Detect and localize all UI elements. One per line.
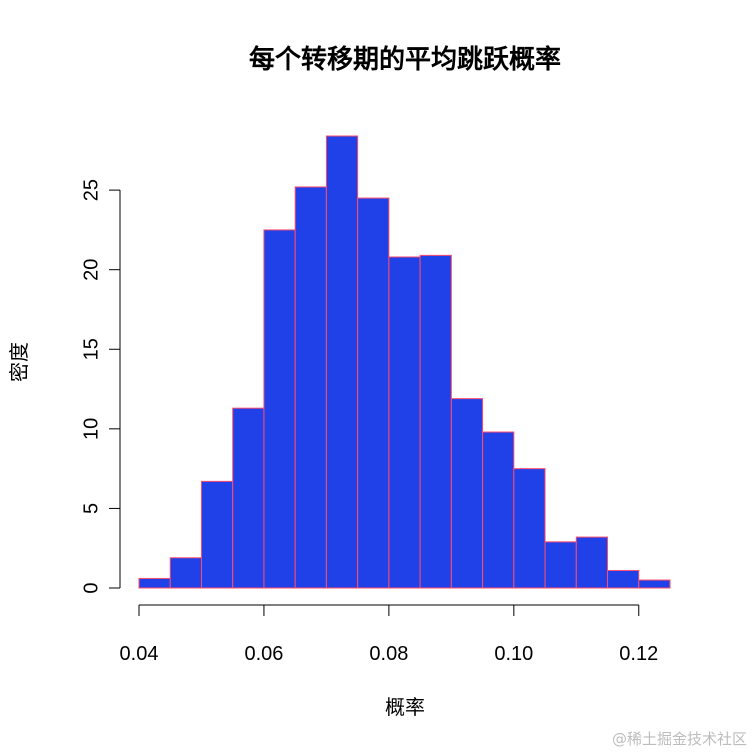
histogram-bar [294, 186, 327, 589]
bars-group [138, 135, 671, 589]
histogram-bar [263, 229, 296, 589]
histogram-bar [575, 536, 609, 589]
x-axis: 0.04 0.06 0.08 0.10 0.12 [120, 604, 658, 665]
y-tick-label: 20 [80, 259, 102, 281]
histogram-bar [482, 431, 515, 589]
watermark: @稀土掘金技术社区 [611, 730, 747, 748]
chart-title: 每个转移期的平均跳跃概率 [249, 44, 561, 75]
histogram-bar [232, 407, 265, 589]
histogram-bar [357, 197, 390, 589]
histogram-bar [325, 135, 359, 589]
histogram-bar [513, 468, 546, 589]
histogram-bar [138, 577, 171, 589]
histogram-bar [200, 480, 234, 589]
y-axis-label: 密度 [7, 342, 31, 382]
y-axis: 0 5 10 15 20 25 [80, 179, 121, 594]
y-tick-label: 5 [80, 503, 102, 514]
x-tick-label: 0.12 [619, 643, 658, 665]
y-tick-label: 15 [80, 338, 102, 360]
y-tick-label: 10 [80, 418, 102, 440]
x-axis-label: 概率 [385, 695, 425, 719]
histogram-bar [388, 256, 421, 589]
x-tick-label: 0.06 [244, 643, 283, 665]
x-tick-label: 0.10 [494, 643, 533, 665]
y-tick-label: 25 [80, 179, 102, 201]
x-tick-label: 0.08 [369, 643, 408, 665]
y-tick-label: 0 [80, 582, 102, 593]
histogram-bar [544, 541, 577, 589]
histogram-bar [169, 557, 202, 589]
histogram-bar [638, 579, 671, 589]
histogram-bar [419, 254, 452, 589]
histogram-bar [607, 569, 640, 589]
histogram-bar [450, 398, 484, 589]
x-tick-label: 0.04 [120, 643, 159, 665]
